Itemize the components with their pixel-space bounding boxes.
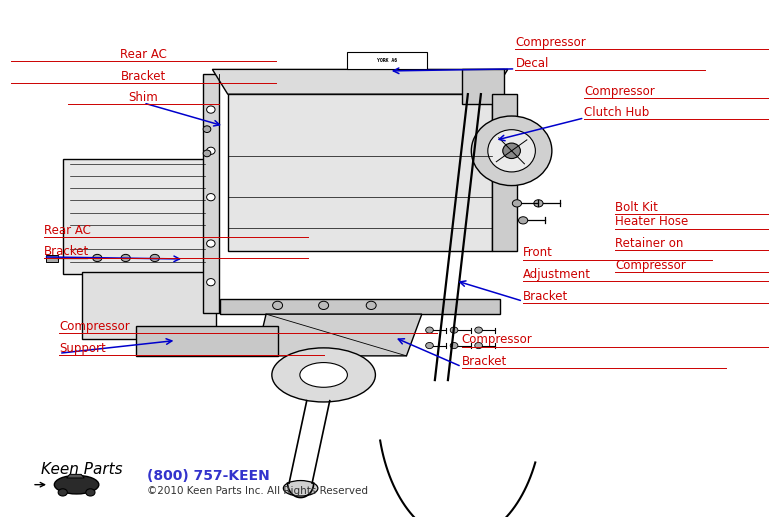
Ellipse shape (55, 476, 99, 494)
Bar (63, 159, 213, 275)
Ellipse shape (512, 200, 521, 207)
Ellipse shape (150, 254, 159, 262)
Text: Bracket: Bracket (523, 290, 568, 303)
Ellipse shape (319, 301, 329, 309)
Bar (462, 69, 504, 105)
Ellipse shape (475, 342, 483, 349)
Bar (346, 52, 427, 69)
Ellipse shape (426, 327, 434, 333)
Text: Bracket: Bracket (462, 355, 507, 368)
Text: Clutch Hub: Clutch Hub (584, 106, 650, 119)
Bar (228, 94, 492, 251)
Ellipse shape (206, 279, 215, 286)
Text: YORK A6: YORK A6 (377, 58, 397, 63)
Ellipse shape (273, 301, 283, 309)
Ellipse shape (85, 489, 95, 496)
Ellipse shape (534, 200, 543, 207)
Ellipse shape (518, 217, 527, 224)
Ellipse shape (471, 116, 552, 185)
Polygon shape (66, 474, 84, 478)
Text: Compressor: Compressor (515, 36, 586, 49)
Ellipse shape (450, 327, 458, 333)
Ellipse shape (59, 489, 67, 496)
Ellipse shape (488, 130, 535, 172)
Text: Bolt Kit: Bolt Kit (615, 201, 658, 214)
Ellipse shape (300, 363, 347, 387)
Ellipse shape (203, 150, 211, 157)
Bar (136, 326, 278, 356)
Ellipse shape (503, 143, 521, 159)
Ellipse shape (367, 301, 377, 309)
Text: Bracket: Bracket (121, 69, 166, 82)
Text: Retainer on: Retainer on (615, 237, 684, 250)
Bar (203, 74, 219, 313)
Ellipse shape (206, 147, 215, 154)
Text: Compressor: Compressor (59, 320, 129, 333)
Text: Bracket: Bracket (44, 246, 89, 258)
Text: (800) 757-KEEN: (800) 757-KEEN (147, 469, 270, 483)
Polygon shape (213, 69, 507, 94)
Ellipse shape (450, 342, 458, 349)
Ellipse shape (475, 327, 483, 333)
Text: Shim: Shim (129, 91, 158, 104)
Ellipse shape (206, 194, 215, 201)
Text: Decal: Decal (515, 57, 549, 70)
Bar (82, 272, 216, 339)
Bar (492, 94, 517, 251)
Text: Rear AC: Rear AC (120, 48, 167, 61)
Ellipse shape (206, 106, 215, 113)
Text: ©2010 Keen Parts Inc. All Rights Reserved: ©2010 Keen Parts Inc. All Rights Reserve… (147, 486, 368, 496)
Text: Support: Support (59, 342, 105, 355)
Ellipse shape (92, 254, 102, 262)
Bar (46, 255, 59, 262)
Ellipse shape (272, 348, 376, 402)
Text: Heater Hose: Heater Hose (615, 215, 688, 228)
Text: Compressor: Compressor (615, 258, 686, 271)
Bar (220, 299, 500, 314)
Ellipse shape (283, 481, 318, 496)
Ellipse shape (426, 342, 434, 349)
Polygon shape (256, 314, 422, 356)
Ellipse shape (206, 240, 215, 247)
Text: Front: Front (523, 247, 553, 260)
Text: Compressor: Compressor (462, 334, 533, 347)
Text: Rear AC: Rear AC (44, 224, 90, 237)
Text: Compressor: Compressor (584, 84, 655, 97)
Text: Adjustment: Adjustment (523, 268, 591, 281)
Text: Keen Parts: Keen Parts (42, 462, 123, 477)
Ellipse shape (203, 126, 211, 133)
Ellipse shape (121, 254, 130, 262)
